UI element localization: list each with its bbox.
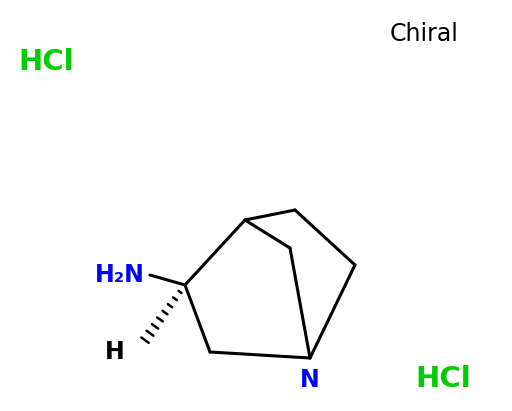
Text: N: N: [300, 368, 320, 392]
Text: HCl: HCl: [18, 48, 74, 76]
Text: H: H: [105, 340, 125, 364]
Text: H₂N: H₂N: [95, 263, 145, 287]
Text: HCl: HCl: [415, 365, 471, 393]
Text: Chiral: Chiral: [390, 22, 459, 46]
